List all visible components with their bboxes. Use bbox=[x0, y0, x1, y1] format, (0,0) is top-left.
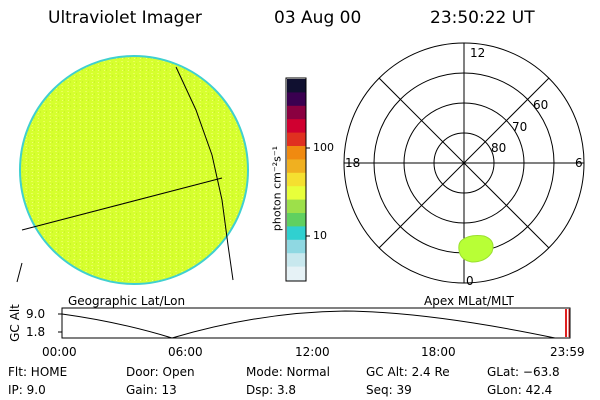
info-glon: GLon: 42.4 bbox=[487, 383, 553, 397]
colorbar-tick-10: 10 bbox=[313, 229, 327, 242]
geographic-image bbox=[16, 55, 249, 285]
colorbar-segment bbox=[287, 172, 306, 187]
colorbar-segment bbox=[287, 186, 306, 201]
info-gain: Gain: 13 bbox=[126, 383, 177, 397]
info-glat: GLat: −63.8 bbox=[487, 365, 560, 379]
colorbar-segment bbox=[287, 79, 306, 93]
info-mode: Mode: Normal bbox=[246, 365, 330, 379]
colorbar-segment bbox=[287, 266, 306, 281]
mlat-label-70: 70 bbox=[512, 120, 528, 134]
mlt-label-12: 12 bbox=[470, 46, 486, 60]
apex-label: Apex MLat/MLT bbox=[424, 294, 514, 308]
mlt-label-0: 0 bbox=[466, 274, 474, 288]
mlat-label-60: 60 bbox=[533, 98, 549, 112]
xtick-2359: 23:59 bbox=[550, 345, 585, 359]
altitude-plot bbox=[58, 307, 571, 339]
colorbar-segment bbox=[287, 226, 306, 241]
xtick-0600: 06:00 bbox=[168, 345, 203, 359]
colorbar-segment bbox=[287, 132, 306, 147]
xtick-0000: 00:00 bbox=[42, 345, 77, 359]
colorbar-unit-label: photon cm⁻²s⁻¹ bbox=[270, 145, 284, 232]
info-door: Door: Open bbox=[126, 365, 195, 379]
altitude-frame bbox=[61, 307, 571, 339]
colorbar-segment bbox=[287, 213, 306, 227]
info-dsp: Dsp: 3.8 bbox=[246, 383, 297, 397]
colorbar-segment bbox=[287, 159, 306, 174]
colorbar-segment bbox=[287, 253, 306, 268]
altitude-ytick-9: 9.0 bbox=[26, 307, 46, 321]
info-gcalt: GC Alt: 2.4 Re bbox=[366, 365, 450, 379]
auroral-blob bbox=[458, 235, 494, 263]
colorbar-segment bbox=[287, 119, 306, 134]
colorbar bbox=[285, 77, 310, 282]
polar-diagonal-2 bbox=[378, 77, 550, 249]
info-flt: Flt: HOME bbox=[8, 365, 68, 379]
colorbar-segment bbox=[287, 199, 306, 214]
colorbar-segment bbox=[287, 105, 306, 120]
altitude-ytick-1.8: 1.8 bbox=[26, 325, 46, 339]
colorbar-frame bbox=[285, 77, 307, 282]
colorbar-tick-100: 100 bbox=[313, 141, 334, 154]
header-date: 03 Aug 00 bbox=[274, 8, 362, 28]
geographic-label: Geographic Lat/Lon bbox=[68, 294, 186, 308]
earth-disk bbox=[19, 55, 249, 285]
xtick-1200: 12:00 bbox=[295, 345, 330, 359]
xtick-1800: 18:00 bbox=[421, 345, 456, 359]
meridian-line bbox=[175, 66, 234, 281]
grid-fragment bbox=[16, 262, 23, 283]
mlt-label-6: 6 bbox=[575, 156, 583, 170]
info-seq: Seq: 39 bbox=[366, 383, 412, 397]
colorbar-segment bbox=[287, 92, 306, 107]
app-title: Ultraviolet Imager bbox=[48, 8, 202, 28]
altitude-ylabel: GC Alt bbox=[8, 304, 22, 342]
header-time: 23:50:22 UT bbox=[430, 8, 535, 28]
colorbar-segment bbox=[287, 146, 306, 160]
mlt-label-18: 18 bbox=[345, 156, 361, 170]
colorbar-segment bbox=[287, 239, 306, 254]
mlat-label-80: 80 bbox=[491, 141, 507, 155]
polar-plot bbox=[343, 42, 585, 284]
info-ip: IP: 9.0 bbox=[8, 383, 46, 397]
parallel-line bbox=[21, 177, 223, 231]
altitude-curve bbox=[61, 310, 556, 339]
